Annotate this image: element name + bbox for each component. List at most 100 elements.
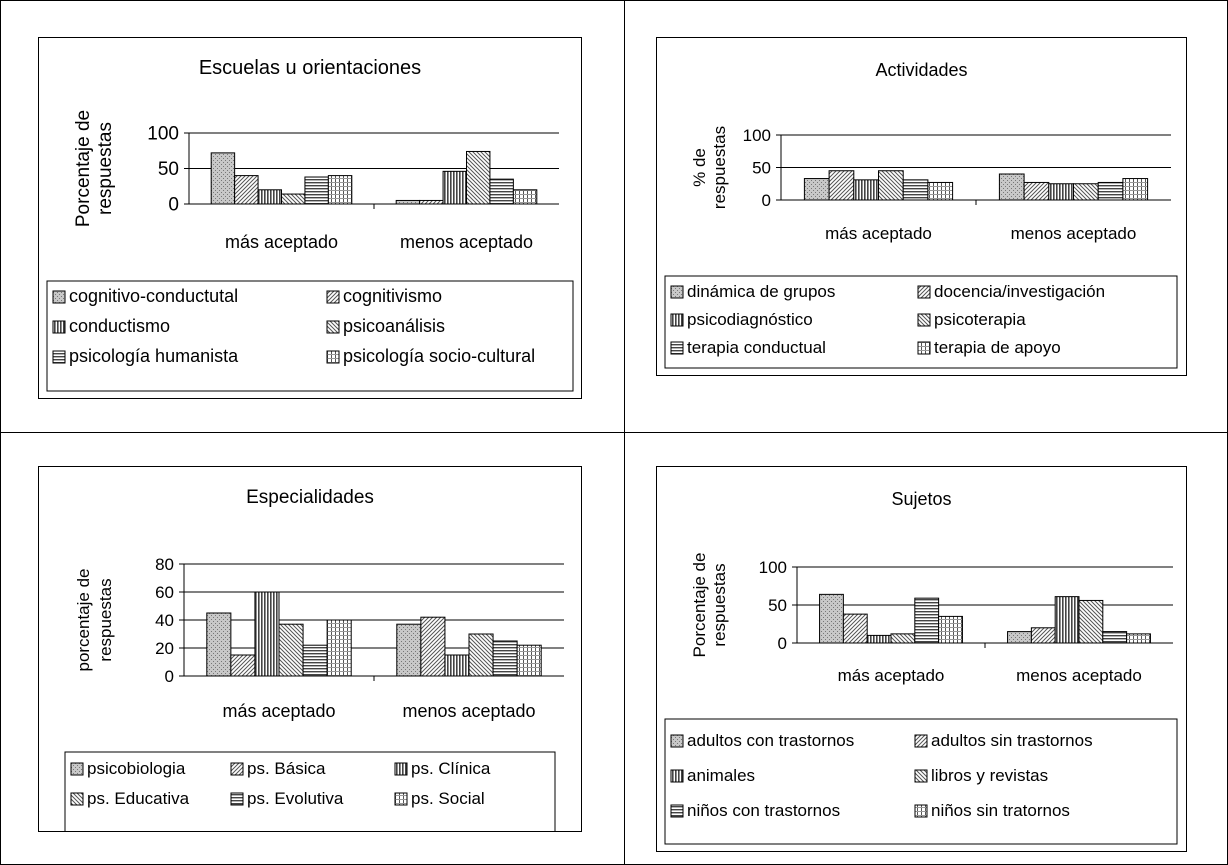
bar [304, 176, 329, 205]
legend-swatch [326, 290, 340, 304]
chart-panel-especialidades: Especialidades porcentaje de respuestas 0 20… [38, 466, 582, 832]
bar [512, 189, 538, 205]
legend-swatch [230, 762, 244, 776]
y-tick-label: 0 [762, 191, 771, 210]
legend-label: cognitivismo [343, 286, 442, 306]
y-axis-label: respuestas [96, 578, 115, 661]
bar [1048, 183, 1074, 201]
legend-swatch [914, 804, 928, 818]
y-axis-label: Porcentaje de [73, 110, 94, 227]
x-tick-label: menos aceptado [1016, 666, 1142, 685]
bar [842, 613, 868, 644]
bar [1097, 181, 1124, 201]
legend-label: terapia conductual [687, 338, 826, 357]
legend-label: niños con trastornos [687, 801, 840, 820]
legend-swatch [326, 350, 340, 364]
legend-label: adultos sin trastornos [931, 731, 1093, 750]
bar [828, 170, 855, 201]
bar [468, 633, 494, 677]
legend-label: psicología socio-cultural [343, 346, 535, 366]
legend-swatch [52, 350, 66, 364]
x-tick-label: más aceptado [825, 224, 932, 243]
y-axis-label: respuestas [95, 122, 116, 215]
legend-swatch [914, 734, 928, 748]
y-tick-label: 0 [165, 667, 174, 686]
bar [396, 623, 422, 677]
bar [206, 612, 232, 677]
chart-panel-escuelas: Escuelas u orientaciones Porcentaje de res… [38, 37, 582, 399]
chart-actividades: Actividades % de respuestas 0 50 100 más acept… [664, 60, 1178, 369]
legend-label: ps. Básica [247, 759, 326, 778]
bar [1102, 631, 1128, 644]
bar [914, 597, 940, 644]
bar [210, 152, 236, 205]
bar [234, 175, 259, 205]
legend-swatch [326, 320, 340, 334]
chart-sujetos: Sujetos Porcentaje de respuestas 0 50 100 más … [664, 489, 1178, 845]
chart-panel-sujetos: Sujetos Porcentaje de respuestas 0 50 100 más … [656, 466, 1187, 852]
legend-swatch [917, 313, 931, 327]
bar [1030, 627, 1056, 644]
legend-label: niños sin tratornos [931, 801, 1070, 820]
legend-swatch [70, 792, 84, 806]
bar [395, 199, 421, 205]
chart-title: Actividades [875, 60, 967, 80]
legend-swatch [394, 792, 408, 806]
bar [1054, 596, 1080, 644]
bar [466, 150, 491, 205]
bar [326, 619, 352, 677]
legend-swatch [917, 341, 931, 355]
legend-label: psicoanálisis [343, 316, 445, 336]
y-axis-label: porcentaje de [74, 568, 93, 671]
bar [444, 654, 470, 677]
legend-label: psicología humanista [69, 346, 239, 366]
legend-label: ps. Educativa [87, 789, 190, 808]
legend-swatch [670, 313, 684, 327]
bar [516, 644, 542, 677]
legend-label: dinámica de grupos [687, 282, 835, 301]
legend-label: adultos con trastornos [687, 731, 854, 750]
chart-title: Escuelas u orientaciones [199, 57, 421, 79]
y-tick-label: 100 [147, 124, 179, 145]
legend-swatch [670, 734, 684, 748]
legend-label: psicoterapia [934, 310, 1026, 329]
bar [442, 170, 468, 205]
y-tick-label: 60 [155, 583, 174, 602]
bar [819, 593, 844, 644]
y-tick-label: 100 [743, 126, 771, 145]
legend-swatch [670, 804, 684, 818]
bar [890, 633, 916, 644]
legend-swatch [914, 769, 928, 783]
bar [1122, 178, 1149, 201]
legend [46, 280, 574, 392]
bar [878, 170, 904, 201]
bar [1023, 181, 1050, 201]
bar [489, 178, 514, 205]
legend-label: conductismo [69, 316, 170, 336]
legend-label: ps. Clínica [411, 759, 491, 778]
y-tick-label: 20 [155, 639, 174, 658]
y-axis-label: % de [690, 148, 709, 187]
chart-panel-actividades: Actividades % de respuestas 0 50 100 más acept… [656, 37, 1187, 376]
bar [1007, 631, 1032, 644]
legend-swatch [670, 769, 684, 783]
bar [1073, 183, 1099, 201]
legend-label: psicobiologia [87, 759, 186, 778]
bar [1126, 633, 1151, 644]
bar [902, 179, 929, 201]
chart-escuelas: Escuelas u orientaciones Porcentaje de res… [46, 57, 574, 392]
legend-label: psicodiagnóstico [687, 310, 813, 329]
legend-label: docencia/investigación [934, 282, 1105, 301]
chart-title: Especialidades [246, 487, 374, 508]
bar [420, 616, 446, 677]
legend-swatch [52, 290, 66, 304]
bar [866, 634, 892, 644]
x-tick-label: más aceptado [225, 232, 338, 252]
y-axis-label: respuestas [710, 126, 729, 209]
legend-swatch [670, 285, 684, 299]
bar [853, 179, 880, 201]
y-tick-label: 50 [768, 596, 787, 615]
y-tick-label: 100 [759, 558, 787, 577]
bar [803, 178, 830, 201]
bar [278, 623, 304, 677]
